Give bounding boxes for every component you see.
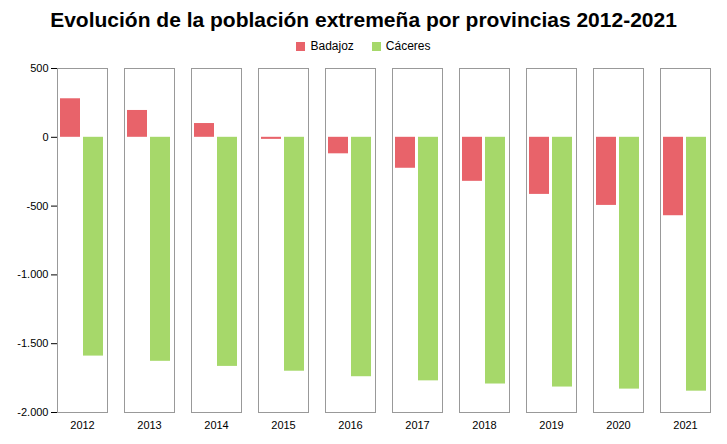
svg-text:2017: 2017 [405, 419, 429, 431]
svg-text:2015: 2015 [271, 419, 295, 431]
svg-text:-1.500: -1.500 [17, 337, 48, 349]
svg-text:2014: 2014 [204, 419, 228, 431]
svg-text:2013: 2013 [137, 419, 161, 431]
svg-text:2012: 2012 [70, 419, 94, 431]
html-text:Badajoz: Badajoz [310, 39, 354, 53]
svg-text:2020: 2020 [606, 419, 630, 431]
html-text:Cáceres: Cáceres [385, 39, 431, 53]
svg-text:2019: 2019 [539, 419, 563, 431]
svg-text:-500: -500 [26, 200, 48, 212]
svg-text:0: 0 [42, 131, 48, 143]
svg-text:2021: 2021 [673, 419, 697, 431]
svg-text:-1.000: -1.000 [17, 268, 48, 280]
html-text:Evolución de la población extr: Evolución de la población extremeña por … [50, 8, 677, 31]
svg-text:2016: 2016 [338, 419, 362, 431]
svg-text:500: 500 [30, 62, 48, 74]
svg-text:2018: 2018 [472, 419, 496, 431]
svg-text:-2.000: -2.000 [17, 406, 48, 418]
